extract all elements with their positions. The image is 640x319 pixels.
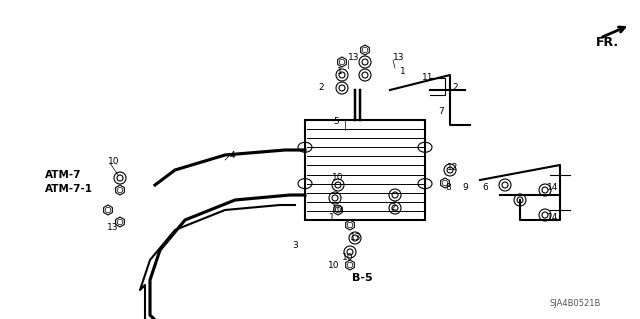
Text: 10: 10 <box>108 158 120 167</box>
Text: 2: 2 <box>390 204 396 212</box>
Text: 14: 14 <box>547 213 558 222</box>
Text: 13: 13 <box>107 224 118 233</box>
Polygon shape <box>333 205 342 215</box>
Text: 14: 14 <box>547 183 558 192</box>
Text: 13: 13 <box>350 234 362 242</box>
Text: 13: 13 <box>393 54 404 63</box>
Text: 5: 5 <box>333 117 339 127</box>
Text: 10: 10 <box>328 261 339 270</box>
Text: FR.: FR. <box>596 35 619 48</box>
Text: 1: 1 <box>337 68 343 77</box>
Text: 3: 3 <box>292 241 298 249</box>
Text: 1: 1 <box>329 213 335 222</box>
Text: 10: 10 <box>332 205 344 214</box>
Text: 11: 11 <box>422 72 433 81</box>
Text: 4: 4 <box>230 151 236 160</box>
Polygon shape <box>116 217 124 227</box>
Text: 10: 10 <box>332 173 344 182</box>
Polygon shape <box>346 220 355 230</box>
Text: 1: 1 <box>400 68 406 77</box>
Text: 2: 2 <box>318 83 324 92</box>
Polygon shape <box>441 178 449 188</box>
Text: SJA4B0521B: SJA4B0521B <box>550 299 602 308</box>
Text: 12: 12 <box>447 164 458 173</box>
Text: 13: 13 <box>348 54 360 63</box>
Bar <box>305 120 425 220</box>
Text: 2: 2 <box>452 84 458 93</box>
Text: 7: 7 <box>438 108 444 116</box>
Polygon shape <box>116 185 124 195</box>
Polygon shape <box>361 45 369 55</box>
Text: 9: 9 <box>462 183 468 192</box>
Polygon shape <box>346 260 355 270</box>
Polygon shape <box>338 57 346 67</box>
Text: ATM-7
ATM-7-1: ATM-7 ATM-7-1 <box>45 170 93 194</box>
Text: 10: 10 <box>342 253 353 262</box>
Text: 6: 6 <box>482 182 488 191</box>
Polygon shape <box>104 205 113 215</box>
Text: B-5: B-5 <box>352 273 372 283</box>
Text: 8: 8 <box>445 183 451 192</box>
